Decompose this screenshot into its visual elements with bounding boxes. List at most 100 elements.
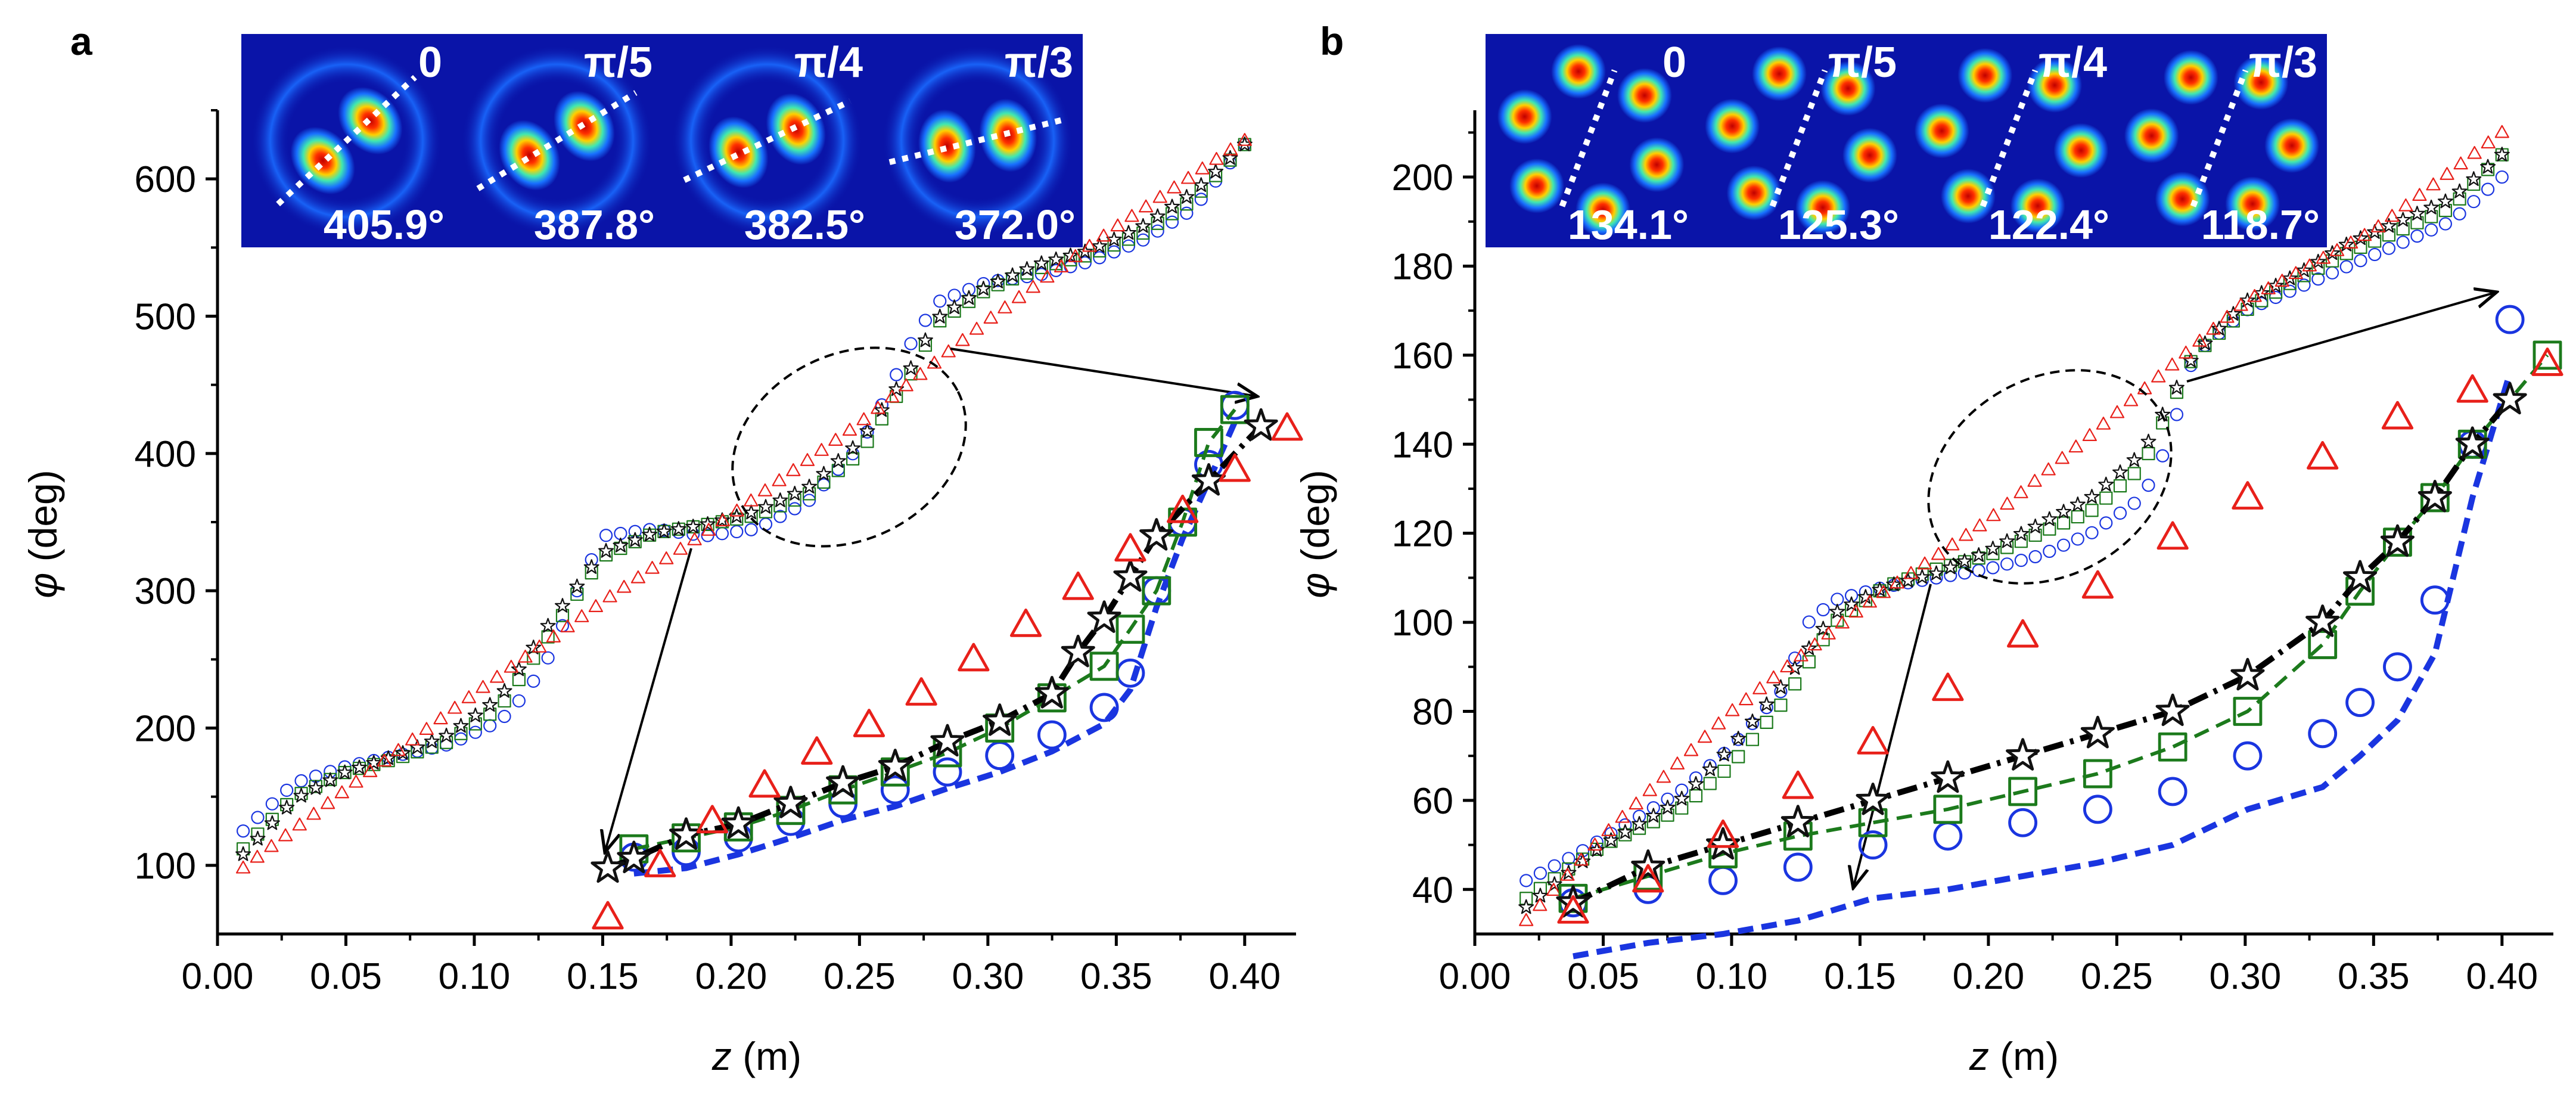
data-point — [1857, 589, 1873, 604]
y-tick-label: 80 — [1412, 691, 1453, 733]
data-point — [904, 337, 918, 350]
data-point — [1758, 696, 1775, 712]
panel-a: a 0.00 0.05 0.10 0.15 0.20 0.25 0.30 0.35 0.40 100… — [21, 19, 1303, 1078]
y-tick-label: 300 — [135, 571, 196, 612]
inset-data-point — [1062, 571, 1094, 600]
tile-angle-label: 372.0° — [955, 201, 1076, 248]
data-point — [714, 512, 730, 527]
data-point — [1862, 594, 1877, 608]
data-point — [2069, 496, 2086, 511]
data-point — [1821, 626, 1836, 640]
data-point — [1181, 170, 1196, 184]
data-point — [1917, 556, 1932, 570]
data-point — [367, 758, 381, 771]
data-point — [1914, 569, 1930, 584]
data-point — [599, 529, 613, 542]
data-point — [759, 517, 773, 531]
x-tick-label: 0.05 — [310, 956, 382, 997]
x-tick-label: 0.00 — [182, 956, 254, 997]
data-point — [1520, 874, 1533, 887]
data-point — [405, 732, 420, 746]
data-point — [890, 368, 903, 381]
data-point — [235, 846, 251, 861]
inset-data-point — [2493, 381, 2527, 415]
data-point — [2179, 345, 2193, 359]
data-point — [264, 815, 280, 830]
data-point — [1519, 913, 1534, 926]
inset-fit-line — [607, 424, 1263, 871]
data-point — [744, 493, 759, 507]
data-point — [932, 308, 948, 324]
data-point — [1774, 698, 1788, 712]
data-point — [2027, 474, 2042, 487]
inset-data-point — [591, 850, 625, 883]
intensity-spot — [1497, 89, 1552, 144]
data-point — [1716, 746, 1732, 762]
zoom-arrow — [1853, 584, 1932, 888]
data-point — [2085, 504, 2099, 517]
intensity-spot — [1629, 137, 1685, 193]
data-point — [1533, 898, 1548, 911]
data-point — [1195, 161, 1210, 175]
data-point — [482, 697, 498, 712]
data-point — [2220, 309, 2235, 323]
zoom-ellipse — [1927, 369, 2173, 585]
intensity-spot — [2010, 178, 2065, 234]
data-point — [2481, 182, 2495, 196]
inset-data-point — [2158, 732, 2187, 762]
data-point — [1629, 796, 1643, 810]
data-point — [1697, 730, 1713, 743]
inset-data-point — [2345, 688, 2375, 717]
data-point — [933, 294, 947, 308]
inset-images: 0 405.9° π/5 387.8° π/4 382.5° π/3 372.0° — [241, 34, 1083, 248]
data-point — [2084, 489, 2100, 504]
data-point — [1703, 777, 1717, 790]
inset-data-point — [1142, 576, 1172, 606]
data-point — [2142, 479, 2155, 492]
data-point — [1788, 677, 1802, 691]
data-point — [468, 725, 482, 739]
data-point — [2055, 451, 2069, 464]
data-point — [483, 719, 497, 733]
tile-phase-label: π/5 — [584, 39, 652, 86]
data-point — [685, 519, 701, 534]
inset-data-point — [721, 806, 756, 839]
data-point — [476, 679, 490, 693]
data-point — [2056, 504, 2072, 519]
data-point — [2343, 235, 2359, 249]
data-point — [814, 443, 829, 456]
orientation-line — [476, 90, 638, 191]
x-tick-label: 0.05 — [1567, 956, 1639, 997]
data-point — [1831, 592, 1844, 606]
inset-fit-line — [1573, 372, 2513, 960]
x-tick-label: 0.20 — [695, 956, 767, 997]
data-point — [2151, 369, 2166, 383]
inset-data-point — [1557, 895, 1589, 924]
data-point — [1121, 239, 1136, 253]
data-point — [2126, 452, 2142, 467]
data-point — [555, 598, 570, 613]
data-point — [672, 522, 685, 536]
data-point — [1193, 177, 1209, 193]
inset-data-point — [2381, 401, 2414, 430]
data-point — [2453, 156, 2468, 170]
intensity-spot — [1914, 103, 1969, 159]
tile-angle-label: 387.8° — [534, 201, 655, 248]
data-point — [2206, 321, 2221, 335]
inset-images: 0 134.1° π/5 125.3° π/4 122.4° π/3 118.7° — [1486, 34, 2327, 248]
data-point — [1725, 703, 1740, 716]
data-point — [627, 532, 643, 547]
data-point — [278, 828, 293, 842]
data-point — [1194, 193, 1208, 206]
data-point — [391, 743, 406, 756]
data-point — [1068, 249, 1083, 262]
data-point — [2297, 278, 2311, 292]
data-point — [828, 433, 843, 446]
data-point — [701, 523, 716, 536]
data-point — [2316, 250, 2331, 264]
inset-series-circle — [1558, 305, 2525, 960]
data-point — [1548, 859, 1561, 873]
inset-fit-line — [633, 420, 1238, 877]
data-point — [2495, 148, 2509, 162]
inset-data-point — [1931, 760, 1965, 793]
